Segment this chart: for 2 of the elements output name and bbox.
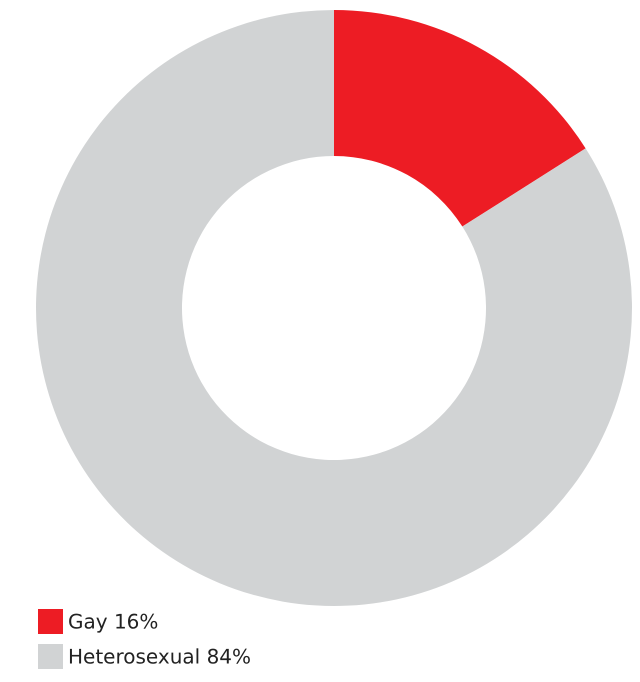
legend-label: Heterosexual 84%: [68, 644, 252, 668]
legend-label: Gay 16%: [68, 610, 158, 634]
